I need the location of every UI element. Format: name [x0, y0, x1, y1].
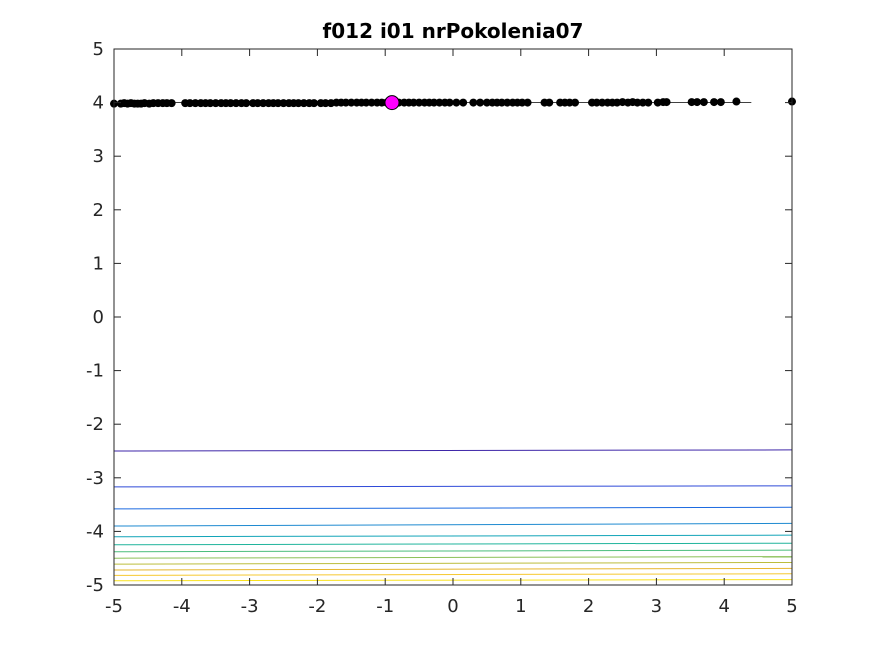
contour-line-5 — [113, 542, 793, 546]
y-tick-label-10: -5 — [86, 575, 104, 596]
y-tick-label-0: 5 — [93, 39, 104, 60]
contour-line-4 — [113, 534, 793, 538]
ticks: -5 -4 -3 -2 -1 0 1 2 3 4 5 5 4 3 2 1 0 -1 -2 -3 -4 -5 — [86, 39, 798, 617]
x-tick-label-2: -3 — [241, 596, 259, 617]
x-tick-label-9: 4 — [718, 596, 729, 617]
contour-line-3 — [113, 522, 793, 527]
x-tick-label-8: 3 — [651, 596, 662, 617]
x-tick-label-0: -5 — [105, 596, 123, 617]
y-tick-label-8: -3 — [86, 468, 104, 489]
contour-line-1 — [113, 485, 793, 488]
population-point-103 — [710, 98, 719, 107]
population-point-80 — [545, 98, 554, 107]
contour-lines — [113, 449, 793, 582]
population-point-66 — [452, 98, 461, 107]
y-tick-label-4: 1 — [93, 253, 104, 274]
y-tick-label-3: 2 — [93, 200, 104, 221]
population-point-40 — [310, 99, 319, 108]
y-tick-label-1: 4 — [93, 93, 104, 114]
population-point-84 — [571, 98, 580, 107]
population-point-101 — [693, 98, 702, 107]
contour-line-7 — [113, 556, 793, 559]
contour-line-8 — [113, 561, 793, 565]
contour-line-2 — [113, 506, 793, 510]
y-tick-label-7: -2 — [86, 414, 104, 435]
contour-line-0 — [113, 449, 793, 452]
population-point-69 — [476, 98, 485, 107]
contour-line-9 — [113, 567, 793, 571]
population-point-96 — [644, 98, 653, 107]
population-point-105 — [732, 97, 741, 106]
best-point-0 — [384, 95, 400, 111]
x-tick-label-7: 2 — [583, 596, 594, 617]
x-tick-label-1: -4 — [173, 596, 191, 617]
x-tick-label-4: -1 — [376, 596, 394, 617]
population-point-104 — [716, 98, 725, 107]
contour-line-10 — [113, 573, 793, 576]
axes — [113, 48, 793, 586]
x-tick-label-3: -2 — [308, 596, 326, 617]
population-markers — [110, 95, 796, 111]
y-tick-label-2: 3 — [93, 146, 104, 167]
population-point-65 — [445, 98, 454, 107]
population-point-102 — [699, 98, 708, 107]
x-tick-label-6: 1 — [515, 596, 526, 617]
population-point-78 — [523, 98, 532, 107]
population-point-27 — [242, 99, 251, 108]
population-point-14 — [167, 99, 176, 108]
population-point-68 — [469, 98, 478, 107]
population-point-67 — [459, 98, 468, 107]
x-tick-label-5: 0 — [447, 596, 458, 617]
y-tick-label-9: -4 — [86, 521, 104, 542]
chart-title: f012 i01 nrPokolenia07 — [323, 19, 584, 43]
population-point-99 — [662, 98, 671, 107]
y-tick-label-6: -1 — [86, 361, 104, 382]
x-tick-label-10: 5 — [786, 596, 797, 617]
y-tick-label-5: 0 — [93, 307, 104, 328]
contour-line-6 — [113, 549, 793, 553]
plot-area-frame — [113, 48, 793, 586]
